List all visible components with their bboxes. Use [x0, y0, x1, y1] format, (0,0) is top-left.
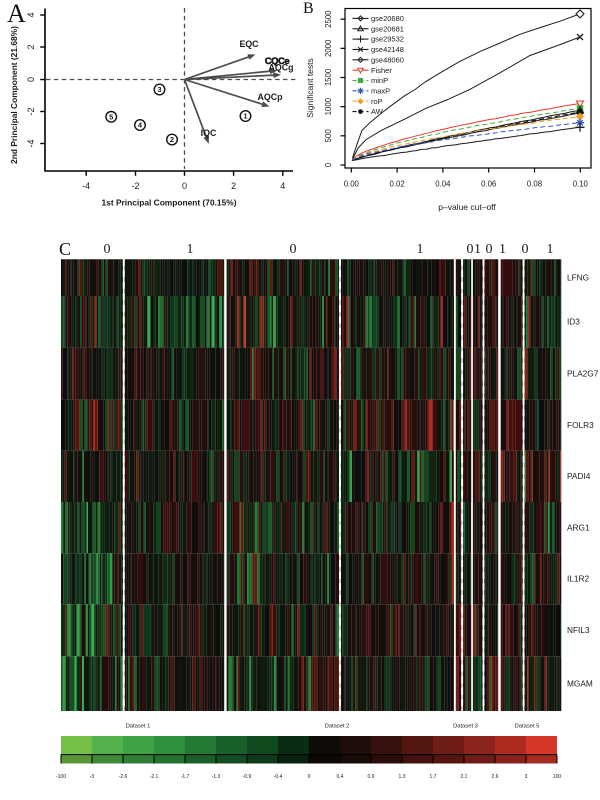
svg-text:FOLR3: FOLR3	[567, 420, 594, 430]
svg-text:1: 1	[187, 242, 194, 257]
svg-text:1.3: 1.3	[399, 774, 406, 780]
svg-text:1000: 1000	[324, 97, 333, 115]
svg-text:2.6: 2.6	[492, 774, 499, 780]
svg-text:MGAM: MGAM	[567, 678, 593, 688]
svg-text:2000: 2000	[324, 39, 333, 57]
svg-text:4: 4	[138, 121, 143, 130]
svg-text:NFIL3: NFIL3	[567, 625, 590, 635]
svg-text:0.4: 0.4	[337, 774, 344, 780]
svg-text:-1.7: -1.7	[181, 774, 190, 780]
svg-text:-2.6: -2.6	[119, 774, 128, 780]
svg-text:gse29532: gse29532	[371, 35, 404, 44]
svg-text:C: C	[59, 239, 71, 259]
svg-text:Dataset 5: Dataset 5	[515, 724, 540, 730]
svg-text:LFNG: LFNG	[567, 272, 589, 282]
svg-text:2: 2	[26, 44, 36, 49]
svg-text:0: 0	[324, 162, 333, 167]
svg-text:0: 0	[26, 77, 36, 82]
svg-text:0: 0	[467, 242, 474, 257]
svg-text:0: 0	[308, 774, 311, 780]
svg-text:2: 2	[170, 135, 174, 144]
svg-text:0: 0	[522, 242, 529, 257]
svg-text:100: 100	[553, 774, 562, 780]
svg-text:Dataset 1: Dataset 1	[126, 724, 151, 730]
svg-text:0.9: 0.9	[368, 774, 375, 780]
svg-text:-100: -100	[56, 774, 66, 780]
svg-text:A: A	[7, 0, 26, 28]
svg-text:2500: 2500	[324, 10, 333, 28]
svg-text:-3: -3	[90, 774, 95, 780]
svg-text:0.04: 0.04	[435, 180, 451, 189]
svg-text:minP: minP	[371, 76, 388, 85]
svg-text:2.1: 2.1	[461, 774, 468, 780]
svg-text:-4: -4	[82, 181, 90, 191]
svg-text:3: 3	[157, 85, 161, 94]
svg-text:AW: AW	[371, 107, 384, 116]
svg-text:gse42148: gse42148	[371, 45, 404, 54]
svg-text:-2: -2	[131, 181, 139, 191]
svg-text:2nd Principal Component (21.68: 2nd Principal Component (21.68%)	[9, 26, 19, 164]
svg-text:p–value cut–off: p–value cut–off	[438, 202, 496, 212]
svg-text:IQC: IQC	[201, 128, 217, 138]
svg-text:gse48060: gse48060	[371, 55, 404, 64]
svg-text:0.10: 0.10	[573, 180, 589, 189]
svg-text:-1.3: -1.3	[212, 774, 221, 780]
svg-text:4: 4	[280, 181, 285, 191]
svg-text:maxP: maxP	[371, 86, 390, 95]
svg-text:B: B	[303, 0, 314, 17]
svg-text:0.06: 0.06	[481, 180, 496, 189]
svg-text:-0.4: -0.4	[274, 774, 283, 780]
svg-text:AQCp: AQCp	[258, 92, 284, 102]
svg-text:1.7: 1.7	[430, 774, 437, 780]
svg-text:1: 1	[417, 242, 424, 257]
svg-text:1: 1	[499, 242, 506, 257]
svg-text:-0.9: -0.9	[243, 774, 252, 780]
svg-text:0.00: 0.00	[344, 180, 360, 189]
svg-text:500: 500	[324, 129, 333, 143]
svg-text:PADI4: PADI4	[567, 471, 591, 481]
svg-text:Dataset 2: Dataset 2	[325, 724, 350, 730]
svg-text:0: 0	[290, 242, 297, 257]
svg-text:2: 2	[231, 181, 236, 191]
svg-text:1st Principal Component (70.15: 1st Principal Component (70.15%)	[102, 198, 237, 208]
svg-text:4: 4	[26, 12, 36, 17]
svg-text:ARG1: ARG1	[567, 522, 590, 532]
svg-text:0: 0	[486, 242, 493, 257]
svg-text:gse20680: gse20680	[371, 14, 404, 23]
svg-text:ID3: ID3	[567, 317, 580, 327]
svg-text:1: 1	[547, 242, 554, 257]
svg-text:AQCg: AQCg	[269, 63, 294, 73]
svg-text:3: 3	[525, 774, 528, 780]
svg-text:0.08: 0.08	[527, 180, 542, 189]
svg-text:Dataset 3: Dataset 3	[453, 724, 478, 730]
svg-text:1: 1	[243, 112, 247, 121]
svg-text:-4: -4	[26, 139, 36, 147]
svg-text:-2.1: -2.1	[150, 774, 159, 780]
svg-text:PLA2G7: PLA2G7	[567, 368, 599, 378]
svg-text:0.02: 0.02	[390, 180, 405, 189]
svg-text:-2: -2	[26, 107, 36, 115]
svg-text:Significant tests: Significant tests	[305, 58, 315, 118]
svg-text:5: 5	[109, 113, 113, 122]
svg-text:1: 1	[474, 242, 481, 257]
svg-text:IL1R2: IL1R2	[567, 574, 590, 584]
svg-text:roP: roP	[371, 97, 383, 106]
svg-text:gse20681: gse20681	[371, 24, 404, 33]
svg-text:0: 0	[104, 242, 111, 257]
svg-text:Fisher: Fisher	[371, 66, 392, 75]
svg-text:1500: 1500	[324, 68, 333, 86]
svg-text:0: 0	[182, 181, 187, 191]
svg-text:EQC: EQC	[239, 39, 259, 49]
svg-text:CQCe: CQCe	[265, 56, 290, 67]
